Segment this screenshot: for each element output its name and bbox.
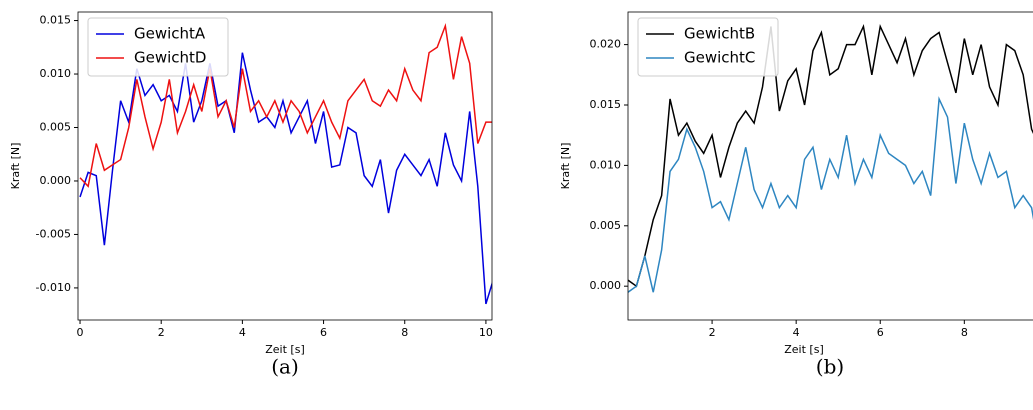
x-tick-label: 8: [961, 326, 968, 339]
y-tick-label: 0.015: [40, 14, 72, 27]
caption: (b): [816, 355, 844, 379]
x-tick-label: 0: [77, 326, 84, 339]
y-tick-label: 0.000: [40, 174, 72, 187]
legend-label: GewichtC: [684, 49, 755, 67]
y-tick-label: 0.005: [40, 121, 72, 134]
x-tick-label: 4: [793, 326, 800, 339]
plot-area: [79, 22, 492, 305]
legend-label: GewichtA: [134, 25, 206, 43]
x-axis-label: Zeit [s]: [265, 343, 304, 356]
y-tick-label: -0.010: [36, 281, 71, 294]
line-series: [79, 22, 492, 188]
y-axis-label: Kraft [N]: [9, 143, 22, 190]
y-axis-label: Kraft [N]: [559, 143, 572, 190]
x-tick-label: 4: [239, 326, 246, 339]
y-tick-label: 0.005: [590, 219, 622, 232]
x-tick-label: 10: [479, 326, 493, 339]
plot-area: [628, 24, 1033, 293]
x-axis-label: Zeit [s]: [784, 343, 823, 356]
chart: 2 4 6 8 0.000 0.005 0.010 0.015 0.020 Zeit [s] Kra…: [559, 11, 1033, 379]
line-series: [79, 52, 492, 305]
line-series: [628, 24, 1033, 288]
plot-frame: [77, 11, 493, 321]
x-tick-label: 2: [158, 326, 165, 339]
y-tick-label: 0.020: [590, 38, 622, 51]
line-series: [628, 96, 1033, 293]
caption: (a): [271, 355, 299, 379]
y-tick-label: 0.000: [590, 279, 622, 292]
legend-label: GewichtD: [134, 49, 206, 67]
x-tick-label: 2: [709, 326, 716, 339]
y-tick-label: -0.005: [36, 227, 71, 240]
x-tick-label: 6: [877, 326, 884, 339]
legend-box: [87, 17, 229, 77]
legend-label: GewichtB: [684, 25, 755, 43]
chart: 0 2 4 6 8 10 -0.010 -0.005 0.000 0.005 0.010 0.015 Z…: [9, 11, 493, 379]
y-tick-label: 0.015: [590, 98, 622, 111]
x-tick-label: 8: [401, 326, 408, 339]
y-tick-label: 0.010: [590, 158, 622, 171]
x-tick-label: 6: [320, 326, 327, 339]
legend-box: [637, 17, 779, 77]
y-tick-label: 0.010: [40, 67, 72, 80]
plot-frame: [627, 11, 1033, 321]
